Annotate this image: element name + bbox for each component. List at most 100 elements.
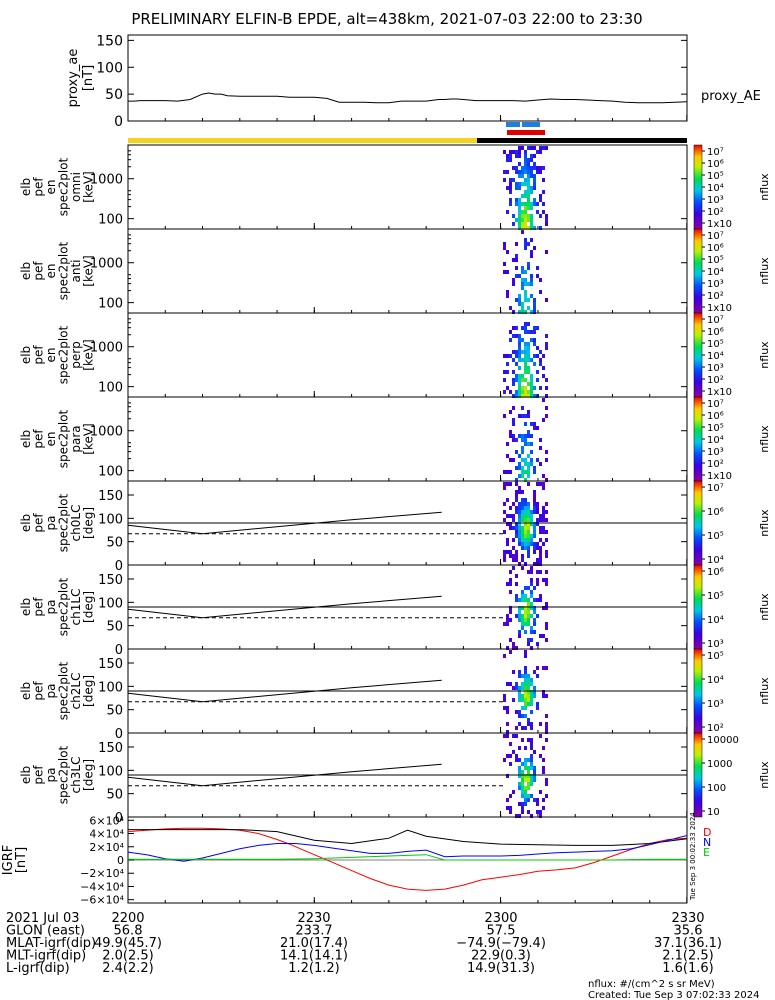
ch1lc-cell xyxy=(506,614,509,618)
omni-cell xyxy=(524,206,527,210)
ch1lc-cell xyxy=(536,614,539,618)
perp-cell xyxy=(509,390,512,394)
anti-cell xyxy=(533,302,536,306)
proxy-ae-ylabel-unit: [nT] xyxy=(81,65,96,91)
ch1lc-cell xyxy=(518,598,521,602)
perp-cell xyxy=(527,370,530,374)
para-cell xyxy=(527,470,530,474)
ch0lc-cell xyxy=(527,530,530,534)
ch3lc-cell xyxy=(521,770,524,774)
ch2lc-cell xyxy=(530,698,533,702)
ch3lc-ytick-label: 50 xyxy=(106,788,123,803)
omni-ylabel-0: elb xyxy=(19,178,33,196)
ch3lc-cell xyxy=(536,802,539,806)
omni-cell xyxy=(509,186,512,190)
para-cell xyxy=(524,414,527,418)
ch2lc-cell xyxy=(533,670,536,674)
omni-cell xyxy=(521,194,524,198)
omni-cell xyxy=(509,202,512,206)
ch1lc-cell xyxy=(530,590,533,594)
ch0lc-cell xyxy=(506,538,509,542)
ch2lc-cell xyxy=(521,694,524,698)
ch2lc-cell xyxy=(503,706,506,710)
perp-cell xyxy=(518,342,521,346)
perp-ytick-label: 1000 xyxy=(90,341,123,356)
perp-cell xyxy=(527,346,530,350)
anti-cell xyxy=(521,306,524,310)
anti-ylabel-5: [keV] xyxy=(82,255,96,286)
omni-ylabel-2: en xyxy=(44,180,58,195)
perp-cell xyxy=(524,386,527,390)
para-cell xyxy=(509,410,512,414)
ch1lc-cbar-label: 10⁴ xyxy=(707,615,724,626)
ch1lc-cell xyxy=(524,610,527,614)
omni-cell xyxy=(536,166,539,170)
anti-cbar-title: nflux xyxy=(758,257,771,285)
omni-cell xyxy=(518,162,521,166)
ch3lc-cell xyxy=(524,762,527,766)
ch0lc-cell xyxy=(536,506,539,510)
perp-cell xyxy=(542,366,545,370)
ch0lc-cell xyxy=(518,510,521,514)
perp-cell xyxy=(521,350,524,354)
perp-cell xyxy=(515,354,518,358)
anti-cell xyxy=(533,298,536,302)
ch1lc-cell xyxy=(533,630,536,634)
ch0lc-cell xyxy=(542,510,545,514)
perp-cell xyxy=(506,354,509,358)
ch0lc-cell xyxy=(527,538,530,542)
perp-cell xyxy=(518,374,521,378)
footer-value-1-3: 35.6 xyxy=(674,924,703,939)
ch0lc-ylabel-0: elb xyxy=(19,514,33,532)
perp-cell xyxy=(518,338,521,342)
anti-cell xyxy=(518,274,521,278)
omni-cell xyxy=(506,154,509,158)
omni-cell xyxy=(515,154,518,158)
ch0lc-cell xyxy=(509,554,512,558)
para-cell xyxy=(524,458,527,462)
ch3lc-cell xyxy=(518,774,521,778)
ch0lc-cell xyxy=(512,554,515,558)
ch3lc-ylabel-3: spec2plot xyxy=(57,745,71,804)
ch2lc-cell xyxy=(545,666,548,670)
ch0lc-cell xyxy=(539,562,542,566)
perp-cell xyxy=(533,338,536,342)
anti-cell xyxy=(515,242,518,246)
perp-cell xyxy=(524,358,527,362)
perp-cell xyxy=(536,326,539,330)
para-cbar-title: nflux xyxy=(758,425,771,453)
ch0lc-losscone xyxy=(127,511,442,535)
ch3lc-cell xyxy=(515,754,518,758)
ch0lc-colorbar xyxy=(693,480,703,566)
omni-cell xyxy=(533,202,536,206)
ch2lc-cell xyxy=(527,690,530,694)
proxy-ae-ytick-label: 0 xyxy=(114,114,123,130)
ch3lc-cell xyxy=(524,794,527,798)
para-cell xyxy=(527,466,530,470)
ch1lc-cell xyxy=(530,626,533,630)
perp-cell xyxy=(527,358,530,362)
para-cell xyxy=(515,478,518,482)
ch0lc-ylabel-4: ch0LC xyxy=(69,505,83,542)
ch3lc-cell xyxy=(521,778,524,782)
ch0lc-cell xyxy=(521,558,524,562)
footer-value-4-3: 1.6(1.6) xyxy=(662,961,714,976)
ch2lc-cell xyxy=(533,686,536,690)
ch0lc-cell xyxy=(512,558,515,562)
ch2lc-cell xyxy=(530,694,533,698)
ch3lc-cell xyxy=(539,734,542,738)
ch0lc-cell xyxy=(518,538,521,542)
omni-cell xyxy=(515,186,518,190)
omni-cell xyxy=(533,198,536,202)
para-cell xyxy=(545,458,548,462)
ch1lc-cell xyxy=(509,578,512,582)
perp-cell xyxy=(512,350,515,354)
para-frame xyxy=(127,396,688,482)
ch0lc-cell xyxy=(533,530,536,534)
ch3lc-cell xyxy=(503,734,506,738)
para-cell xyxy=(527,434,530,438)
omni-cell xyxy=(518,214,521,218)
omni-cell xyxy=(524,170,527,174)
ch1lc-cbar-title: nflux xyxy=(758,593,771,621)
ch1lc-cell xyxy=(524,614,527,618)
